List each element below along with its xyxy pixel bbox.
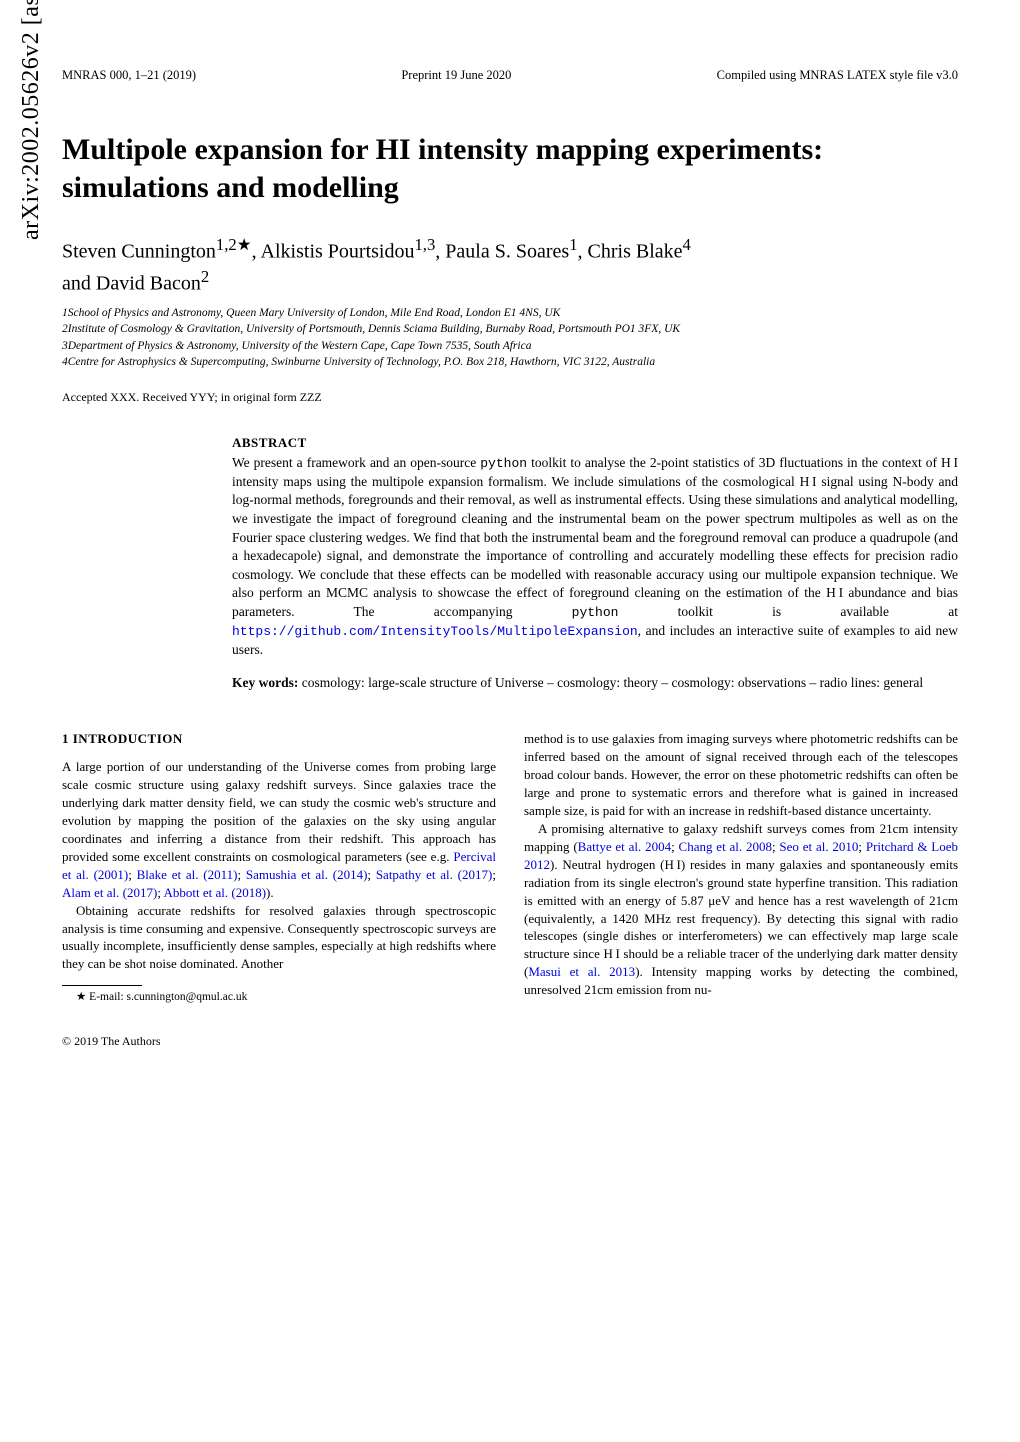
author-list: Steven Cunnington1,2★, Alkistis Pourtsid…: [62, 234, 958, 297]
header-preprint-date: Preprint 19 June 2020: [401, 68, 511, 83]
abstract-span-3: toolkit is available at: [618, 604, 958, 619]
affiliation-4: 4Centre for Astrophysics & Supercomputin…: [62, 354, 958, 370]
affil-sup-2: 1,3: [414, 235, 435, 254]
cite-year-2017b[interactable]: (2017): [119, 885, 157, 900]
cite-masui[interactable]: Masui et al. 2013: [528, 964, 635, 979]
intro-text-1b: ).: [266, 885, 274, 900]
affiliation-3: 3Department of Physics & Astronomy, Univ…: [62, 338, 958, 354]
cite-battye[interactable]: Battye et al. 2004: [578, 839, 671, 854]
cite-year-2014[interactable]: (2014): [328, 867, 367, 882]
footnote-rule: [62, 985, 142, 986]
cite-chang[interactable]: Chang et al. 2008: [679, 839, 772, 854]
author-blake: , Chris Blake: [578, 241, 683, 263]
keywords-text: cosmology: large-scale structure of Univ…: [298, 675, 923, 690]
intro-paragraph-3: A promising alternative to galaxy redshi…: [524, 820, 958, 999]
header-compiled: Compiled using MNRAS LATEX style file v3…: [717, 68, 958, 83]
affil-sup-1: 1,2★: [216, 235, 252, 254]
cite-year-2011[interactable]: (2011): [199, 867, 238, 882]
intro-text-1a: A large portion of our understanding of …: [62, 759, 496, 864]
cite-year-2001[interactable]: (2001): [89, 867, 128, 882]
intro-paragraph-2: Obtaining accurate redshifts for resolve…: [62, 902, 496, 974]
affil-sup-4: 4: [683, 235, 691, 254]
abstract-text: We present a framework and an open-sourc…: [232, 454, 958, 660]
affil-sup-3: 1: [569, 235, 577, 254]
cite-samushia[interactable]: Samushia et al.: [246, 867, 328, 882]
abstract-span-2: toolkit to analyse the 2-point statistic…: [232, 455, 958, 619]
sep-2: ;: [237, 867, 245, 882]
cite-satpathy[interactable]: Satpathy et al.: [376, 867, 453, 882]
intro-paragraph-2b: method is to use galaxies from imaging s…: [524, 730, 958, 820]
keywords-label: Key words:: [232, 675, 298, 690]
section-1-heading: 1 INTRODUCTION: [62, 730, 496, 748]
affil-sup-5: 2: [201, 267, 209, 286]
python-mono-1: python: [480, 456, 527, 471]
cite-alam[interactable]: Alam et al.: [62, 885, 119, 900]
affiliations-block: 1School of Physics and Astronomy, Queen …: [62, 305, 958, 369]
sep-3: ;: [367, 867, 375, 882]
author-cunnington: Steven Cunnington: [62, 241, 216, 263]
affiliation-1: 1School of Physics and Astronomy, Queen …: [62, 305, 958, 321]
header-row: MNRAS 000, 1–21 (2019) Preprint 19 June …: [62, 68, 958, 83]
cite-year-2017a[interactable]: (2017): [453, 867, 492, 882]
cite-abbott[interactable]: Abbott et al.: [163, 885, 228, 900]
abstract-block: ABSTRACT We present a framework and an o…: [232, 435, 958, 692]
affiliation-2: 2Institute of Cosmology & Gravitation, U…: [62, 321, 958, 337]
cite-seo[interactable]: Seo et al. 2010: [779, 839, 858, 854]
author-soares: , Paula S. Soares: [435, 241, 569, 263]
sep-6: ;: [671, 839, 678, 854]
keywords-block: Key words: cosmology: large-scale struct…: [232, 674, 958, 693]
copyright-line: © 2019 The Authors: [62, 1034, 958, 1049]
arxiv-identifier: arXiv:2002.05626v2 [astro-ph.CO] 18 Jun …: [18, 0, 45, 240]
accepted-line: Accepted XXX. Received YYY; in original …: [62, 390, 958, 405]
intro-text-3b: ). Neutral hydrogen (H I) resides in man…: [524, 857, 958, 980]
toolkit-url[interactable]: https://github.com/IntensityTools/Multip…: [232, 624, 638, 639]
sep-8: ;: [858, 839, 865, 854]
body-columns: 1 INTRODUCTION A large portion of our un…: [62, 730, 958, 1006]
abstract-heading: ABSTRACT: [232, 435, 958, 451]
cite-year-2018[interactable]: (2018): [228, 885, 266, 900]
python-mono-2: python: [572, 605, 619, 620]
author-bacon: and David Bacon: [62, 272, 201, 294]
header-mnras: MNRAS 000, 1–21 (2019): [62, 68, 196, 83]
abstract-span-1: We present a framework and an open-sourc…: [232, 455, 480, 470]
sep-1: ;: [128, 867, 136, 882]
sep-4: ;: [492, 867, 496, 882]
intro-paragraph-1: A large portion of our understanding of …: [62, 758, 496, 902]
paper-title: Multipole expansion for HI intensity map…: [62, 131, 958, 206]
author-pourtsidou: , Alkistis Pourtsidou: [252, 241, 415, 263]
cite-blake[interactable]: Blake et al.: [137, 867, 199, 882]
corresponding-email-footnote: ★ E-mail: s.cunnington@qmul.ac.uk: [62, 990, 496, 1006]
